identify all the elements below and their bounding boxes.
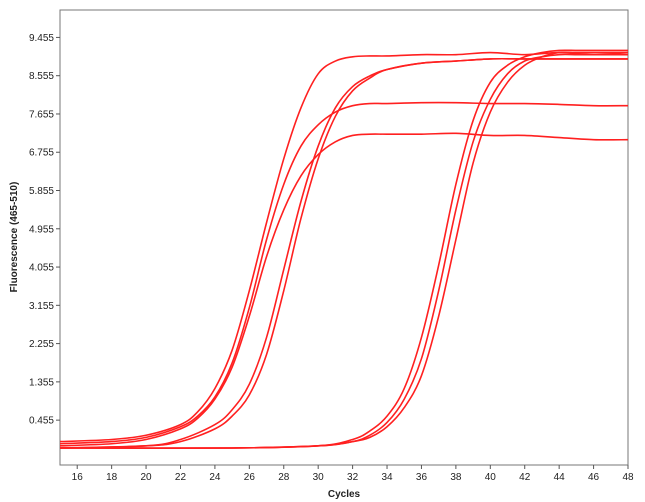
- x-tick-label: 36: [416, 472, 428, 483]
- y-tick-label: 8.555: [29, 71, 54, 82]
- plot-area-frame: [59, 9, 629, 466]
- x-tick-label: 32: [347, 472, 359, 483]
- series-line-1: [59, 51, 629, 443]
- x-tick-label: 38: [450, 472, 462, 483]
- series-line-8: [59, 51, 628, 449]
- y-tick-label: 0.455: [29, 416, 54, 427]
- y-tick-label: 4.955: [29, 224, 54, 235]
- series-line-5: [59, 57, 628, 449]
- x-tick-label: 18: [106, 472, 118, 483]
- series-line-2: [59, 101, 629, 445]
- y-axis-title: Fluorescence (465-510): [9, 182, 20, 293]
- series-line-3: [59, 132, 629, 447]
- x-tick-label: 22: [175, 472, 187, 483]
- x-tick-label: 28: [278, 472, 290, 483]
- x-tick-label: 48: [622, 472, 634, 483]
- x-tick-label: 34: [381, 472, 393, 483]
- y-tick-label: 2.255: [29, 339, 54, 350]
- x-tick-label: 26: [244, 472, 256, 483]
- y-tick-label: 6.755: [29, 148, 54, 159]
- y-axis-ticks: 0.455 1.355 2.255 3.155 4.055 4.955 5.855 6.755…: [29, 33, 60, 427]
- x-tick-label: 40: [485, 472, 497, 483]
- x-tick-label: 30: [313, 472, 325, 483]
- x-tick-label: 46: [588, 472, 600, 483]
- y-tick-label: 1.355: [29, 377, 54, 388]
- y-tick-label: 9.455: [29, 33, 54, 44]
- y-tick-label: 3.155: [29, 301, 54, 312]
- x-tick-label: 44: [554, 472, 566, 483]
- x-tick-label: 16: [72, 472, 84, 483]
- y-tick-label: 5.855: [29, 186, 54, 197]
- x-axis-ticks: 16 18 20 22 24 26 28 30 32 34 36 38 40 42 44 46 48: [72, 465, 634, 483]
- series-lines: [59, 49, 629, 449]
- x-tick-label: 24: [209, 472, 221, 483]
- y-tick-label: 7.655: [29, 109, 54, 120]
- x-axis-title: Cycles: [328, 489, 361, 500]
- y-tick-label: 4.055: [29, 263, 54, 274]
- x-tick-label: 42: [519, 472, 531, 483]
- x-tick-label: 20: [140, 472, 152, 483]
